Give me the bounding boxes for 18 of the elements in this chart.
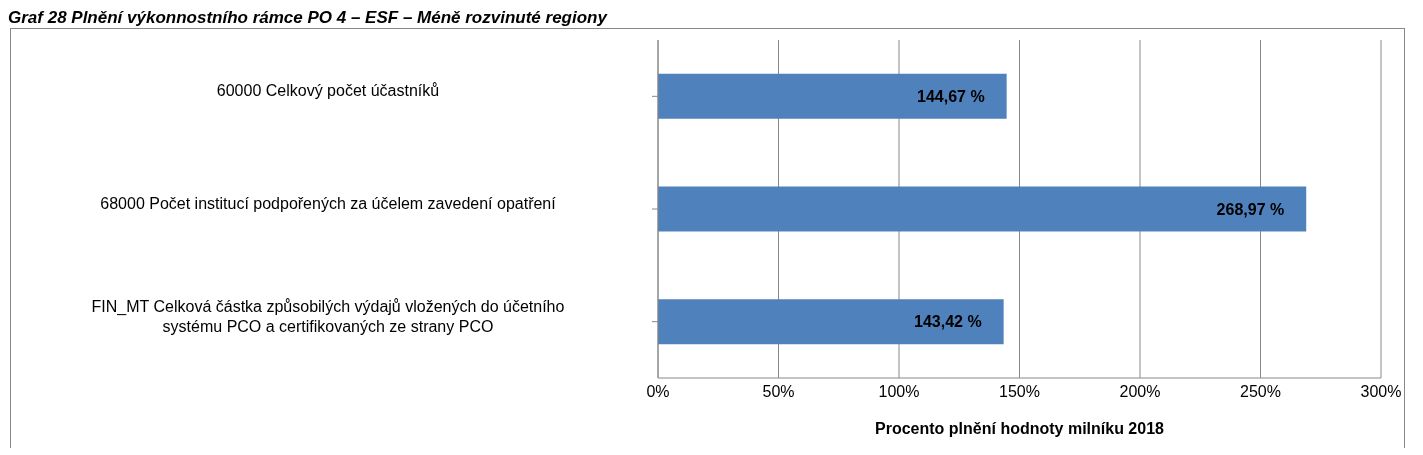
y-tick-label: 68000 Počet institucí podpořených za účelem zavedení opatření xyxy=(100,195,557,212)
bar xyxy=(658,73,1007,119)
x-axis-title: Procento plnění hodnoty milníku 2018 xyxy=(875,420,1165,437)
x-tick-label: 200% xyxy=(1119,383,1161,401)
bar xyxy=(658,186,1307,232)
x-tick-label: 150% xyxy=(999,383,1040,401)
text: Graf 28 Plnění výkonnostního rámce PO 4 – ESF – Méně rozvinuté regiony xyxy=(8,8,609,28)
x-tick-label: 300% xyxy=(1360,383,1402,401)
bar xyxy=(658,299,1004,345)
x-tick-label: 50% xyxy=(762,383,795,401)
data-label: 268,97 % xyxy=(1216,200,1285,218)
data-label: 144,67 % xyxy=(917,87,985,105)
y-tick-label: FIN_MT Celková částka způsobilých výdajů vložených do účetního systému PCO a certifikovaných ze strany PCO xyxy=(91,297,565,335)
x-tick-label: 0% xyxy=(646,383,670,401)
x-tick-label: 100% xyxy=(878,383,920,401)
x-tick-label: 250% xyxy=(1240,383,1281,401)
data-label: 143,42 % xyxy=(914,313,982,331)
y-tick-label: 60000 Celkový počet účastníků xyxy=(216,82,440,100)
